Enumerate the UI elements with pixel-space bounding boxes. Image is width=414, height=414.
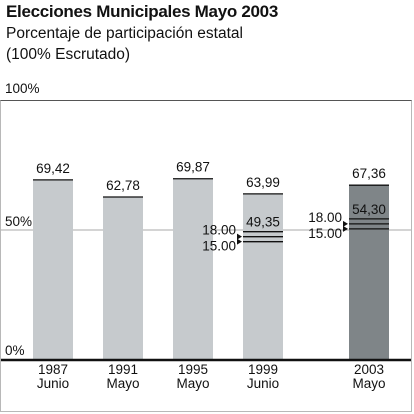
- y-tick-label-0: 0%: [5, 343, 25, 358]
- annotation-label: 49,35: [246, 215, 280, 230]
- x-label-year: 1991: [107, 362, 139, 377]
- marker-arrow-icon: [343, 220, 348, 227]
- bar-1991: [103, 197, 143, 359]
- bar-1999: [243, 193, 283, 359]
- bar-1995: [173, 178, 213, 359]
- chart-title: Elecciones Municipales Mayo 2003: [6, 2, 278, 21]
- marker-label-18.00: 18.00: [308, 210, 342, 225]
- annotation-label: 54,30: [352, 202, 386, 217]
- x-label-2003: 2003 Mayo: [334, 363, 404, 391]
- subtitle-line-1: Porcentaje de participación estatal: [6, 25, 243, 42]
- x-label-1995: 1995 Mayo: [158, 363, 228, 391]
- data-label-1991: 62,78: [106, 178, 140, 193]
- data-label-2003: 67,36: [352, 166, 386, 181]
- x-label-1991: 1991 Mayo: [88, 363, 158, 391]
- chart-subtitle: Porcentaje de participación estatal (100…: [6, 23, 243, 65]
- x-label-year: 1987: [37, 362, 69, 377]
- marker-label-18.00: 18.00: [202, 223, 236, 238]
- subtitle-line-2: (100% Escrutado): [6, 46, 131, 63]
- x-label-month: Mayo: [106, 376, 140, 391]
- marker-label-15.00: 15.00: [308, 226, 342, 241]
- x-label-year: 2003: [353, 362, 385, 377]
- marker-label-15.00: 15.00: [202, 239, 236, 254]
- x-label-month: Mayo: [352, 376, 386, 391]
- marker-arrow-icon: [343, 225, 348, 232]
- y-tick-label-100: 100%: [5, 81, 40, 96]
- x-label-1987: 1987 Junio: [18, 363, 88, 391]
- chart-frame: [0, 100, 412, 412]
- x-label-month: Mayo: [176, 376, 210, 391]
- marker-arrow-icon: [237, 238, 242, 245]
- data-label-1999: 63,99: [246, 175, 280, 190]
- y-tick-label-50: 50%: [5, 214, 33, 229]
- x-label-1999: 1999 Junio: [228, 363, 298, 391]
- x-label-month: Junio: [36, 376, 70, 391]
- marker-arrow-icon: [237, 233, 242, 240]
- x-label-month: Junio: [246, 376, 280, 391]
- x-label-year: 1995: [177, 362, 209, 377]
- data-label-1987: 69,42: [36, 161, 70, 176]
- bar-2003: [349, 185, 389, 359]
- x-label-year: 1999: [247, 362, 279, 377]
- data-label-1995: 69,87: [176, 160, 210, 175]
- bar-1987: [33, 179, 73, 359]
